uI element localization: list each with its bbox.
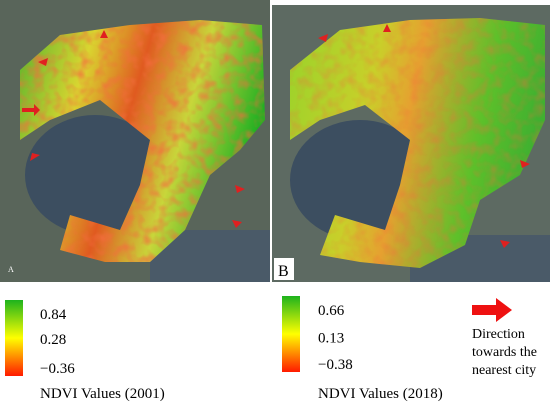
color-bar-label: −0.38 — [318, 357, 353, 373]
panel-label: A — [8, 265, 14, 274]
city-arrows — [318, 24, 530, 248]
color-bar-label: 0.66 — [318, 303, 345, 319]
color-bar-label: 0.84 — [40, 307, 67, 323]
legend-title: NDVI Values (2018) — [318, 386, 443, 402]
color-bar-label: −0.36 — [40, 361, 75, 377]
direction-arrow — [472, 298, 512, 322]
bay — [25, 115, 165, 235]
legend-title: NDVI Values (2001) — [40, 386, 165, 402]
city-arrows — [22, 30, 245, 228]
color-bar — [5, 300, 23, 376]
color-bar — [282, 296, 300, 372]
direction-legend: Direction towards the nearest city — [472, 327, 537, 378]
color-bar-label: 0.28 — [40, 332, 66, 348]
panel-label-box — [274, 258, 294, 280]
color-bar-label: 0.13 — [318, 331, 344, 347]
panel-label: B — [278, 263, 289, 280]
